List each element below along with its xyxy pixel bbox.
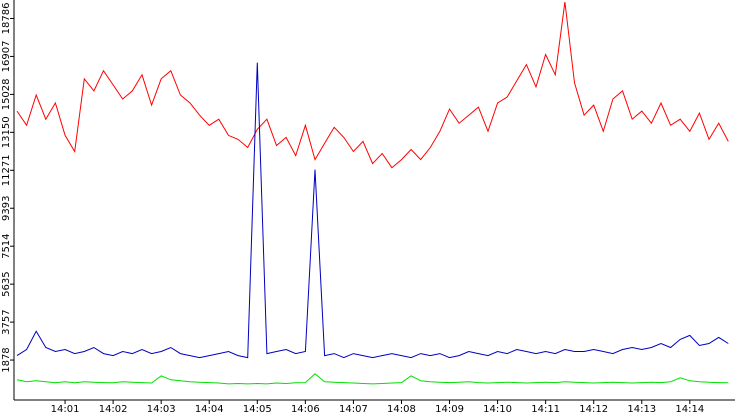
y-tick-label: 3757 xyxy=(1,309,12,334)
y-tick-label: 16907 xyxy=(1,41,12,73)
x-tick-label: 14:14 xyxy=(675,404,704,415)
line-series xyxy=(16,62,729,359)
x-tick-label: 14:04 xyxy=(195,404,224,415)
y-tick-label: 9393 xyxy=(1,196,12,221)
y-tick-label: 18786 xyxy=(1,3,12,35)
y-tick-label: 7514 xyxy=(1,233,12,258)
x-tick-label: 14:03 xyxy=(147,404,176,415)
x-tick-label: 14:02 xyxy=(99,404,128,415)
y-tick-label: 11271 xyxy=(1,154,12,186)
x-tick-label: 14:06 xyxy=(291,404,320,415)
x-tick-label: 14:13 xyxy=(627,404,656,415)
x-tick-label: 14:05 xyxy=(243,404,272,415)
x-tick-label: 14:11 xyxy=(531,404,560,415)
y-tick-label: 13150 xyxy=(1,116,12,148)
x-tick-label: 14:01 xyxy=(51,404,80,415)
x-tick-label: 14:09 xyxy=(435,404,464,415)
x-tick-label: 14:12 xyxy=(579,404,608,415)
x-tick-label: 14:08 xyxy=(387,404,416,415)
x-tick-label: 14:10 xyxy=(483,404,512,415)
x-tick-label: 14:07 xyxy=(339,404,368,415)
line-series xyxy=(16,1,729,169)
y-tick-label: 1878 xyxy=(1,347,12,372)
y-tick-label: 5635 xyxy=(1,271,12,296)
line-series xyxy=(16,373,729,385)
y-tick-label: 15028 xyxy=(1,78,12,110)
